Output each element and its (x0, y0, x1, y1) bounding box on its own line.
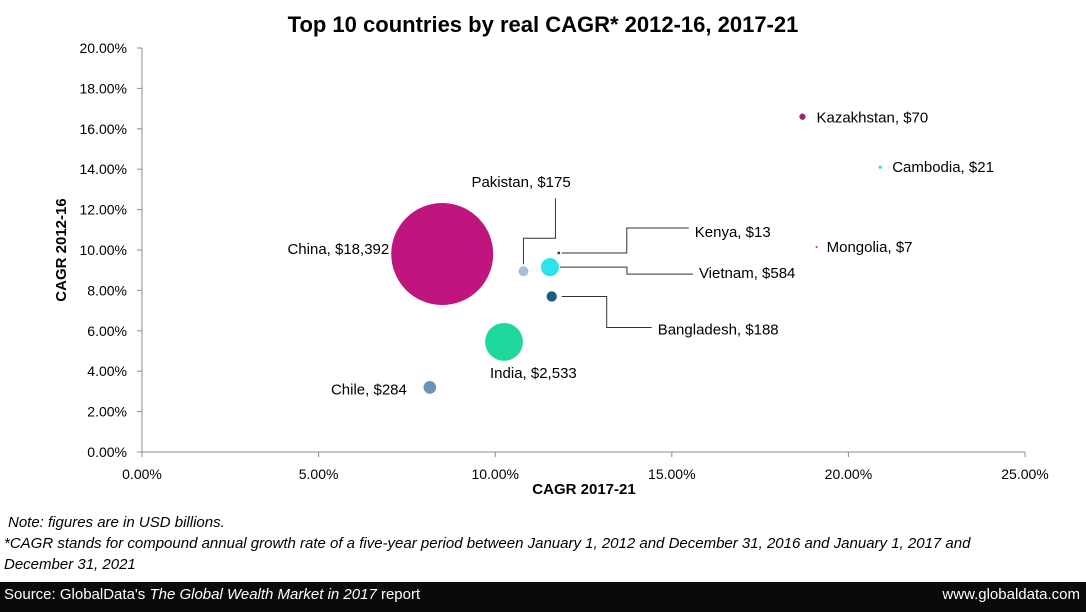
leader-kenya (561, 227, 689, 254)
bubble-kazakhstan (799, 113, 806, 120)
note-cagr-definition-cont: December 31, 2021 (4, 556, 136, 573)
x-tick-label: 10.00% (471, 466, 518, 482)
website-link[interactable]: www.globaldata.com (942, 586, 1080, 603)
y-tick-label: 18.00% (80, 80, 127, 96)
x-tick-label: 15.00% (648, 466, 695, 482)
y-axis-title: CAGR 2012-16 (53, 198, 70, 301)
label-bangladesh: Bangladesh, $188 (658, 321, 779, 338)
notes: Note: figures are in USD billions. *CAGR… (4, 512, 1074, 575)
bubbles (391, 113, 882, 394)
leader-lines (522, 198, 693, 328)
bubble-india (485, 322, 523, 361)
x-tick-label: 25.00% (1001, 466, 1048, 482)
bubble-pakistan (518, 266, 529, 277)
footer-bar: Source: GlobalData's The Global Wealth M… (0, 582, 1086, 612)
bubble-chart: Top 10 countries by real CAGR* 2012-16, … (53, 12, 1049, 498)
bubble-kenya (557, 251, 561, 255)
x-tick-label: 5.00% (299, 466, 339, 482)
label-india: India, $2,533 (490, 365, 577, 382)
point-labels: China, $18,392 India, $2,533 Vietnam, $584… (287, 110, 993, 399)
source-text: Source: GlobalData's The Global Wealth M… (4, 586, 421, 603)
leader-vietnam (559, 266, 693, 275)
y-tick-label: 20.00% (80, 40, 127, 56)
y-tick-label: 16.00% (80, 121, 127, 137)
label-pakistan: Pakistan, $175 (471, 174, 570, 191)
chart-title: Top 10 countries by real CAGR* 2012-16, … (288, 12, 799, 37)
y-tick-label: 6.00% (87, 323, 127, 339)
label-kazakhstan: Kazakhstan, $70 (816, 110, 928, 127)
bubble-cambodia (878, 165, 882, 169)
y-tick-label: 14.00% (80, 161, 127, 177)
label-china: China, $18,392 (287, 241, 389, 258)
label-mongolia: Mongolia, $7 (827, 239, 913, 256)
note-units: Note: figures are in USD billions. (8, 514, 225, 531)
y-tick-label: 12.00% (80, 202, 127, 218)
bubble-vietnam (540, 258, 560, 277)
label-chile: Chile, $284 (331, 381, 407, 398)
note-cagr-definition: *CAGR stands for compound annual growth … (4, 535, 971, 552)
report-title: The Global Wealth Market in 2017 (149, 586, 377, 603)
bubble-chile (423, 381, 437, 394)
axes: 0.00% 2.00% 4.00% 6.00% 8.00% 10.00% 12.00% 14.… (80, 40, 1049, 482)
x-tick-label: 20.00% (825, 466, 872, 482)
y-tick-label: 2.00% (87, 404, 127, 420)
y-tick-label: 8.00% (87, 282, 127, 298)
x-axis-title: CAGR 2017-21 (532, 481, 635, 498)
y-tick-label: 4.00% (87, 363, 127, 379)
x-tick-label: 0.00% (122, 466, 162, 482)
label-kenya: Kenya, $13 (695, 224, 771, 241)
label-cambodia: Cambodia, $21 (892, 159, 994, 176)
leader-pakistan (522, 198, 556, 265)
y-tick-label: 10.00% (80, 242, 127, 258)
y-tick-label: 0.00% (87, 444, 127, 460)
label-vietnam: Vietnam, $584 (699, 265, 795, 282)
leader-bangladesh (561, 295, 652, 328)
bubble-bangladesh (546, 291, 557, 302)
bubble-china (391, 203, 494, 306)
bubble-mongolia (815, 245, 818, 248)
